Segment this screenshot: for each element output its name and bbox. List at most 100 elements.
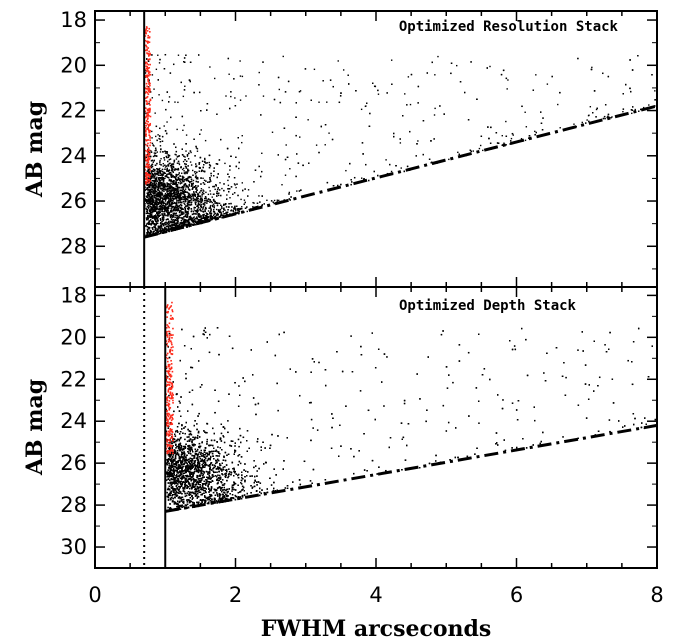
top-point (158, 178, 161, 181)
top-point (184, 61, 186, 63)
top-point (207, 210, 210, 212)
top-point (186, 216, 188, 218)
top-point (198, 204, 201, 206)
top-point (174, 212, 176, 215)
top-point (239, 60, 241, 62)
top-point (377, 89, 379, 92)
top-point (164, 130, 167, 132)
top-point (190, 223, 193, 225)
top-point (173, 214, 175, 217)
top-point (577, 57, 579, 60)
top-point (158, 94, 160, 96)
top-point (168, 177, 170, 179)
top-point (146, 222, 149, 225)
top-point (164, 203, 167, 205)
top-point (206, 181, 209, 183)
top-point (193, 219, 195, 222)
top-point (215, 185, 217, 187)
top-point (351, 181, 353, 183)
top-point (203, 183, 206, 185)
top-point (173, 224, 175, 226)
top-point (168, 186, 171, 188)
top-point (170, 182, 172, 185)
top-point (163, 182, 166, 185)
top-point (187, 177, 190, 179)
top-point (206, 103, 209, 105)
top-point (155, 155, 158, 157)
top-point (168, 96, 171, 98)
top-point (172, 163, 175, 165)
top-point (240, 208, 242, 210)
top-point (162, 215, 165, 217)
top-point (158, 183, 160, 185)
top-point (244, 201, 246, 204)
top-point (149, 185, 151, 187)
top-point (159, 194, 161, 196)
top-point (158, 205, 161, 208)
top-point (149, 178, 152, 181)
top-point (171, 226, 173, 229)
top-point (206, 162, 209, 164)
top-point (170, 194, 172, 196)
top-point (178, 195, 181, 198)
top-point (170, 203, 173, 206)
top-point (270, 200, 273, 202)
top-point (147, 215, 149, 217)
top-point (163, 208, 166, 211)
top-point (187, 224, 189, 226)
top-point (369, 112, 371, 115)
top-point (372, 82, 374, 84)
top-point (186, 172, 188, 175)
top-point (159, 179, 162, 182)
top-point (159, 181, 162, 183)
top-point (307, 119, 309, 121)
top-point (252, 206, 254, 208)
top-point (165, 194, 167, 196)
top-point (164, 53, 167, 56)
top-point (152, 176, 154, 178)
top-point (166, 209, 169, 212)
top-point (187, 158, 190, 160)
top-point (147, 212, 149, 215)
top-point (157, 192, 160, 194)
top-point (159, 141, 162, 143)
top-point (149, 212, 151, 214)
top-point (591, 66, 593, 69)
top-point (175, 168, 178, 171)
top-point (158, 179, 161, 181)
top-point (156, 180, 159, 182)
top-point (210, 217, 213, 220)
top-point (191, 213, 194, 215)
top-point (148, 196, 151, 198)
top-point (163, 68, 166, 70)
top-point (181, 189, 183, 192)
top-point (166, 170, 168, 172)
top-point (168, 170, 170, 172)
top-point (183, 155, 185, 158)
top-point (181, 201, 183, 204)
top-point (208, 186, 210, 189)
top-point (225, 213, 228, 216)
top-point (177, 155, 179, 157)
top-point (156, 230, 158, 233)
top-point (230, 186, 233, 188)
top-point (172, 208, 175, 211)
top-point (178, 162, 180, 165)
top-point (534, 130, 536, 133)
top-point (149, 201, 152, 203)
top-point (185, 223, 188, 226)
top-point (459, 81, 462, 83)
top-point (188, 201, 191, 204)
top-point (154, 196, 156, 199)
top-point (276, 199, 279, 201)
top-point (160, 210, 163, 212)
top-point (175, 226, 177, 229)
top-point (287, 80, 290, 83)
top-point (342, 69, 345, 71)
top-point (151, 202, 154, 204)
top-point (205, 218, 207, 220)
top-point (192, 193, 194, 196)
top-point (166, 182, 168, 184)
top-point (395, 164, 397, 167)
top-point (154, 147, 157, 149)
